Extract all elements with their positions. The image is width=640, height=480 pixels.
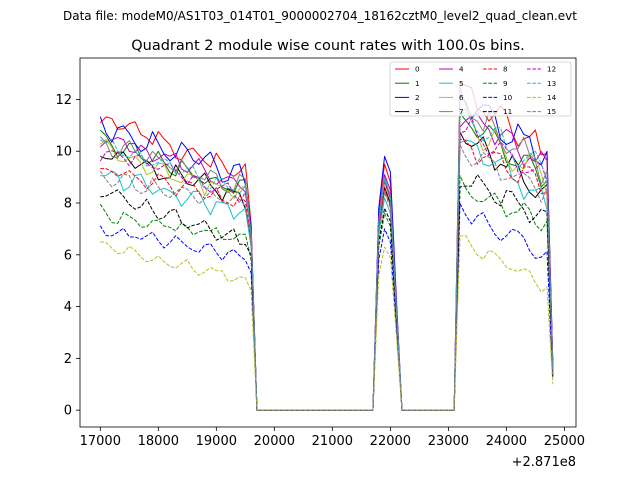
- series-line-9: [99, 175, 554, 411]
- y-tick-label: 10: [55, 145, 72, 160]
- x-tick-label: 17000: [80, 434, 121, 449]
- x-tick-label: 19000: [196, 434, 237, 449]
- series-line-14: [100, 235, 554, 411]
- axes-frame: [79, 57, 577, 428]
- legend-box: [389, 61, 572, 117]
- legend-label-8: 8: [503, 65, 508, 74]
- legend-label-4: 4: [459, 65, 464, 74]
- series-line-7: [99, 87, 554, 411]
- series-line-5: [100, 139, 554, 411]
- legend-label-10: 10: [503, 93, 513, 102]
- figure-suptitle: Data file: modeM0/AS1T03_014T01_90000027…: [63, 9, 577, 23]
- legend-label-5: 5: [459, 79, 464, 88]
- legend-label-6: 6: [459, 93, 464, 102]
- x-tick-label: 20000: [254, 434, 295, 449]
- series-lines: [99, 83, 554, 411]
- legend-label-2: 2: [415, 93, 420, 102]
- y-tick-label: 8: [64, 197, 72, 212]
- x-tick-label: 24000: [486, 434, 527, 449]
- y-tick-label: 2: [64, 352, 72, 367]
- x-tick-label: 23000: [428, 434, 469, 449]
- y-tick-label: 12: [55, 93, 72, 108]
- legend-label-13: 13: [547, 79, 556, 88]
- y-axis: 0 2 4 6 8 10 12: [55, 93, 80, 419]
- x-tick-label: 21000: [312, 434, 353, 449]
- series-line-10: [99, 202, 554, 411]
- legend-label-7: 7: [459, 107, 464, 116]
- legend-label-11: 11: [503, 107, 512, 116]
- legend-label-12: 12: [547, 65, 556, 74]
- legend-label-0: 0: [415, 65, 420, 74]
- series-line-11: [100, 174, 554, 411]
- series-line-15: [99, 144, 554, 411]
- legend-label-14: 14: [547, 93, 557, 102]
- x-tick-label: 22000: [370, 434, 411, 449]
- y-tick-label: 6: [64, 248, 72, 263]
- legend-label-3: 3: [415, 107, 420, 116]
- legend-label-1: 1: [415, 79, 420, 88]
- x-tick-label: 18000: [138, 434, 179, 449]
- y-tick-label: 4: [64, 300, 72, 315]
- x-axis: 17000 18000 19000 20000 21000 22000 23000 24000…: [80, 427, 585, 449]
- x-offset-label: +2.871e8: [512, 455, 576, 470]
- series-line-13: [100, 108, 554, 411]
- legend-label-15: 15: [547, 107, 556, 116]
- chart-title: Quadrant 2 module wise count rates with …: [131, 38, 525, 54]
- series-line-12: [99, 116, 554, 411]
- legend-label-9: 9: [503, 79, 508, 88]
- y-tick-label: 0: [64, 404, 72, 419]
- x-tick-label: 25000: [544, 434, 585, 449]
